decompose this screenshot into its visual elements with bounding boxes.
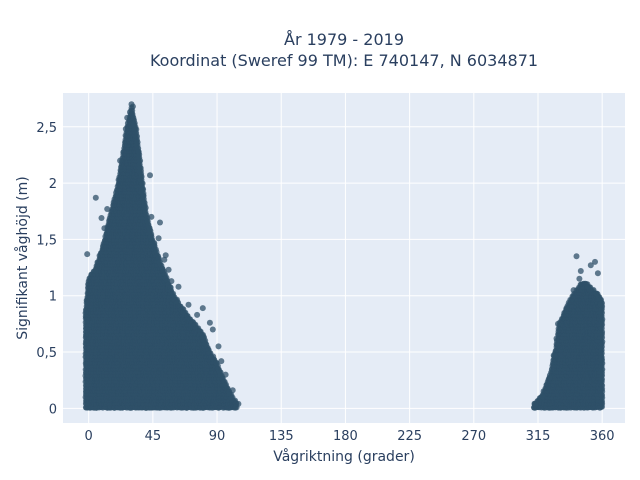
- chart-title-line1: År 1979 - 2019: [284, 30, 404, 49]
- data-point: [138, 173, 145, 180]
- chart-title-line2: Koordinat (Sweref 99 TM): E 740147, N 60…: [150, 51, 538, 70]
- data-point: [139, 180, 146, 187]
- data-point: [130, 114, 137, 121]
- data-point: [137, 157, 144, 164]
- data-point: [134, 139, 141, 146]
- data-point: [137, 165, 144, 171]
- data-point: [134, 133, 140, 140]
- scatter-points: [82, 101, 606, 411]
